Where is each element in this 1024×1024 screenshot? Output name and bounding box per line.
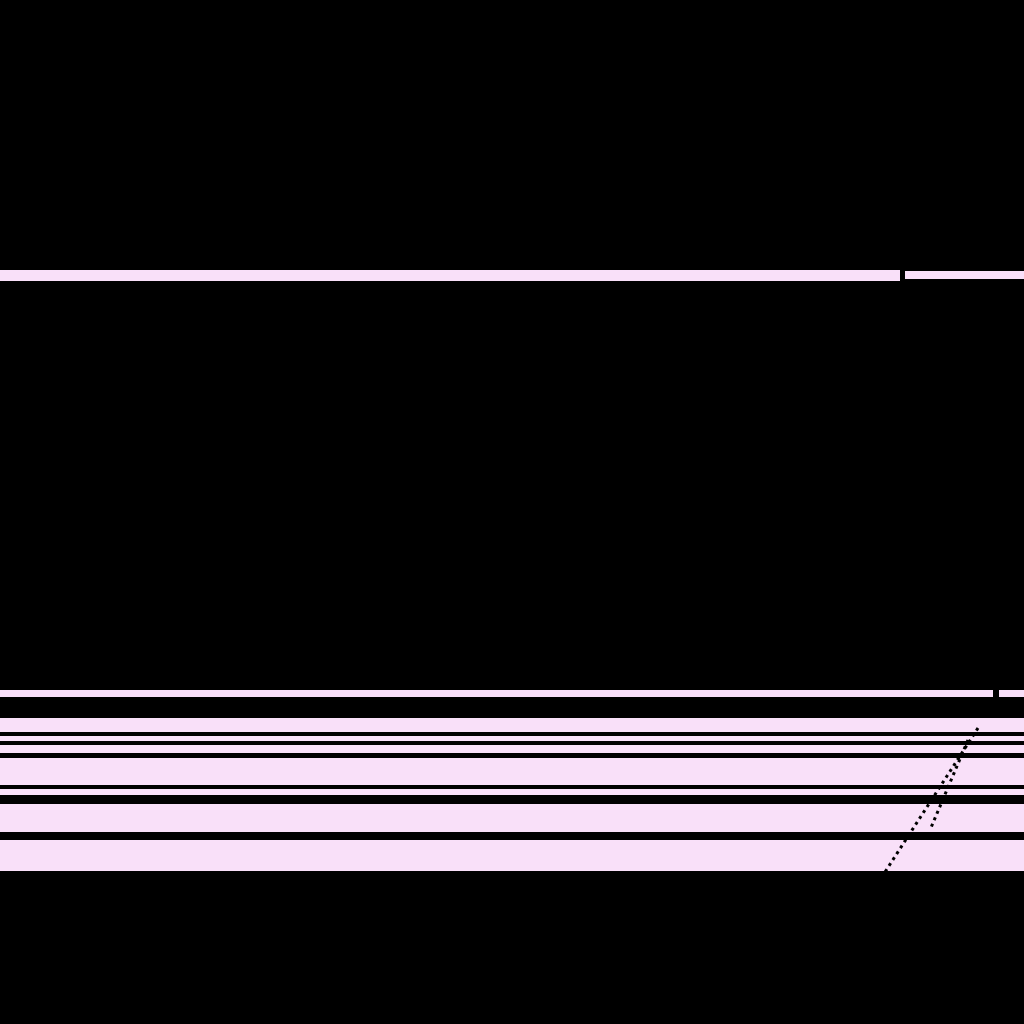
stripe: [0, 758, 1024, 785]
stripe: [0, 270, 900, 281]
artifact-line: [883, 727, 980, 873]
glitch-artifact: [883, 727, 980, 873]
stripe: [0, 745, 1024, 753]
stripe: [0, 690, 1024, 697]
stripe: [0, 804, 1024, 832]
artifact-dot: [993, 689, 999, 697]
stripe: [0, 789, 1024, 795]
artifact-line: [928, 739, 970, 831]
stripe: [0, 840, 1024, 871]
stripe: [0, 718, 1024, 732]
glitch-stripes: [0, 270, 1024, 871]
stripe: [905, 271, 1024, 279]
stripe: [0, 736, 1024, 741]
